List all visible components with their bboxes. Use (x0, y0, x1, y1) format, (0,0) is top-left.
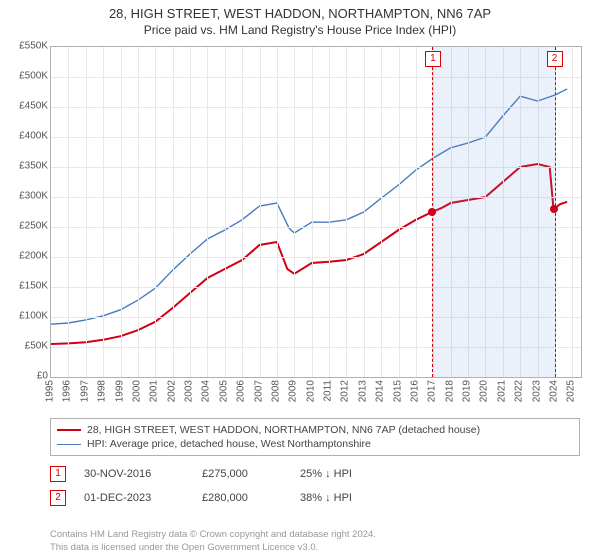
sale-marker-2: 2 (50, 490, 66, 506)
sale-price-2: £280,000 (202, 492, 282, 504)
x-tick: 1997 (79, 380, 90, 402)
sale-marker-1: 1 (50, 466, 66, 482)
x-tick: 1996 (62, 380, 73, 402)
y-tick: £350K (4, 161, 48, 172)
x-tick: 2014 (375, 380, 386, 402)
x-tick: 2011 (323, 380, 334, 402)
legend-label-hpi: HPI: Average price, detached house, West… (87, 438, 371, 450)
sale-dot-2 (550, 205, 558, 213)
sale-dot-1 (428, 208, 436, 216)
y-tick: £450K (4, 101, 48, 112)
arrow-down-icon (325, 468, 331, 480)
x-tick: 2012 (340, 380, 351, 402)
sale-marker-box-1: 1 (425, 51, 441, 67)
x-tick: 2005 (218, 380, 229, 402)
arrow-down-icon (325, 492, 331, 504)
x-tick: 2017 (427, 380, 438, 402)
footer-line-2: This data is licensed under the Open Gov… (50, 542, 580, 554)
sale-date-1: 30-NOV-2016 (84, 468, 184, 480)
legend-swatch-hpi (57, 444, 81, 445)
sale-row-1: 1 30-NOV-2016 £275,000 25% HPI (50, 466, 580, 482)
x-tick: 2019 (462, 380, 473, 402)
sale-pct-2: 38% HPI (300, 492, 352, 504)
y-tick: £200K (4, 251, 48, 262)
x-tick: 1995 (45, 380, 56, 402)
legend-item-hpi: HPI: Average price, detached house, West… (57, 437, 573, 451)
x-tick: 1998 (97, 380, 108, 402)
x-tick: 2010 (305, 380, 316, 402)
chart-title: 28, HIGH STREET, WEST HADDON, NORTHAMPTO… (0, 0, 600, 21)
x-tick: 2024 (548, 380, 559, 402)
x-tick: 2020 (479, 380, 490, 402)
sale-row-2: 2 01-DEC-2023 £280,000 38% HPI (50, 490, 580, 506)
sale-pct-1: 25% HPI (300, 468, 352, 480)
x-tick: 1999 (114, 380, 125, 402)
x-tick: 2021 (496, 380, 507, 402)
x-tick: 2023 (531, 380, 542, 402)
legend-label-price: 28, HIGH STREET, WEST HADDON, NORTHAMPTO… (87, 424, 480, 436)
legend-swatch-price (57, 429, 81, 431)
footer-line-1: Contains HM Land Registry data © Crown c… (50, 529, 580, 541)
x-tick: 2013 (357, 380, 368, 402)
footer: Contains HM Land Registry data © Crown c… (50, 529, 580, 554)
x-tick: 2008 (270, 380, 281, 402)
x-tick: 2025 (566, 380, 577, 402)
y-tick: £0 (4, 371, 48, 382)
y-tick: £550K (4, 41, 48, 52)
chart-subtitle: Price paid vs. HM Land Registry's House … (0, 21, 600, 41)
y-tick: £400K (4, 131, 48, 142)
y-tick: £250K (4, 221, 48, 232)
y-tick: £300K (4, 191, 48, 202)
plot-area: 12 (50, 46, 582, 378)
x-tick: 2000 (131, 380, 142, 402)
x-tick: 2018 (444, 380, 455, 402)
sale-marker-box-2: 2 (547, 51, 563, 67)
x-tick: 2006 (236, 380, 247, 402)
x-tick: 2016 (409, 380, 420, 402)
y-tick: £150K (4, 281, 48, 292)
x-tick: 2004 (201, 380, 212, 402)
x-tick: 2007 (253, 380, 264, 402)
y-tick: £100K (4, 311, 48, 322)
sale-date-2: 01-DEC-2023 (84, 492, 184, 504)
legend-item-price: 28, HIGH STREET, WEST HADDON, NORTHAMPTO… (57, 423, 573, 437)
x-tick: 2002 (166, 380, 177, 402)
legend: 28, HIGH STREET, WEST HADDON, NORTHAMPTO… (50, 418, 580, 456)
y-tick: £50K (4, 341, 48, 352)
x-tick: 2009 (288, 380, 299, 402)
x-tick: 2001 (149, 380, 160, 402)
x-tick: 2003 (184, 380, 195, 402)
y-tick: £500K (4, 71, 48, 82)
sale-price-1: £275,000 (202, 468, 282, 480)
chart-container: 28, HIGH STREET, WEST HADDON, NORTHAMPTO… (0, 0, 600, 560)
x-tick: 2015 (392, 380, 403, 402)
x-tick: 2022 (514, 380, 525, 402)
